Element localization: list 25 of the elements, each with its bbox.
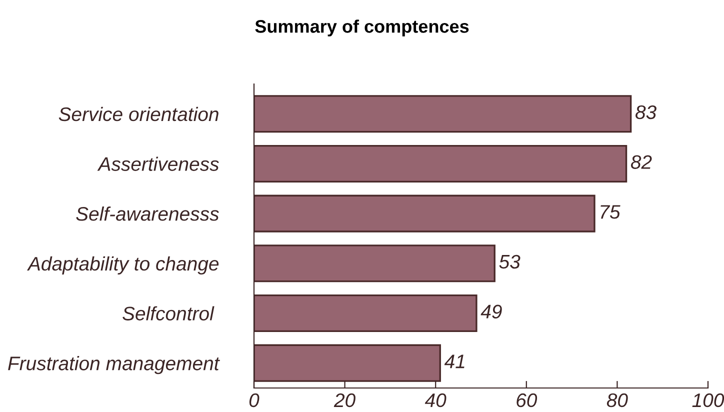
data-label: 82 xyxy=(630,155,652,169)
x-tick-label: 20 xyxy=(334,393,356,408)
data-label: 53 xyxy=(499,254,520,269)
data-label: 49 xyxy=(480,304,502,318)
chart-title: Summary of comptences xyxy=(255,20,469,36)
x-tick-label: 100 xyxy=(692,393,724,408)
bar xyxy=(254,244,496,282)
data-label: 83 xyxy=(636,105,656,120)
y-tick-label: Service orientation xyxy=(58,106,218,122)
x-tick-label: 60 xyxy=(516,393,538,408)
bar xyxy=(254,294,478,332)
bar xyxy=(254,194,596,232)
bar xyxy=(254,344,441,382)
x-tick-label: 80 xyxy=(606,393,628,408)
data-label: 41 xyxy=(444,354,464,368)
bar xyxy=(254,95,632,133)
x-tick-label: 0 xyxy=(249,393,260,408)
y-tick-label: Assertiveness xyxy=(97,156,219,171)
data-label: 75 xyxy=(600,205,620,219)
y-tick-label: Adaptability to change xyxy=(26,256,219,274)
y-tick-label: Selfcontrol xyxy=(122,306,214,320)
x-tick-label: 40 xyxy=(424,393,446,408)
y-tick-label: Frustration management xyxy=(8,356,220,374)
y-tick-label: Self-awarenesss xyxy=(76,206,219,221)
bar xyxy=(254,144,628,183)
